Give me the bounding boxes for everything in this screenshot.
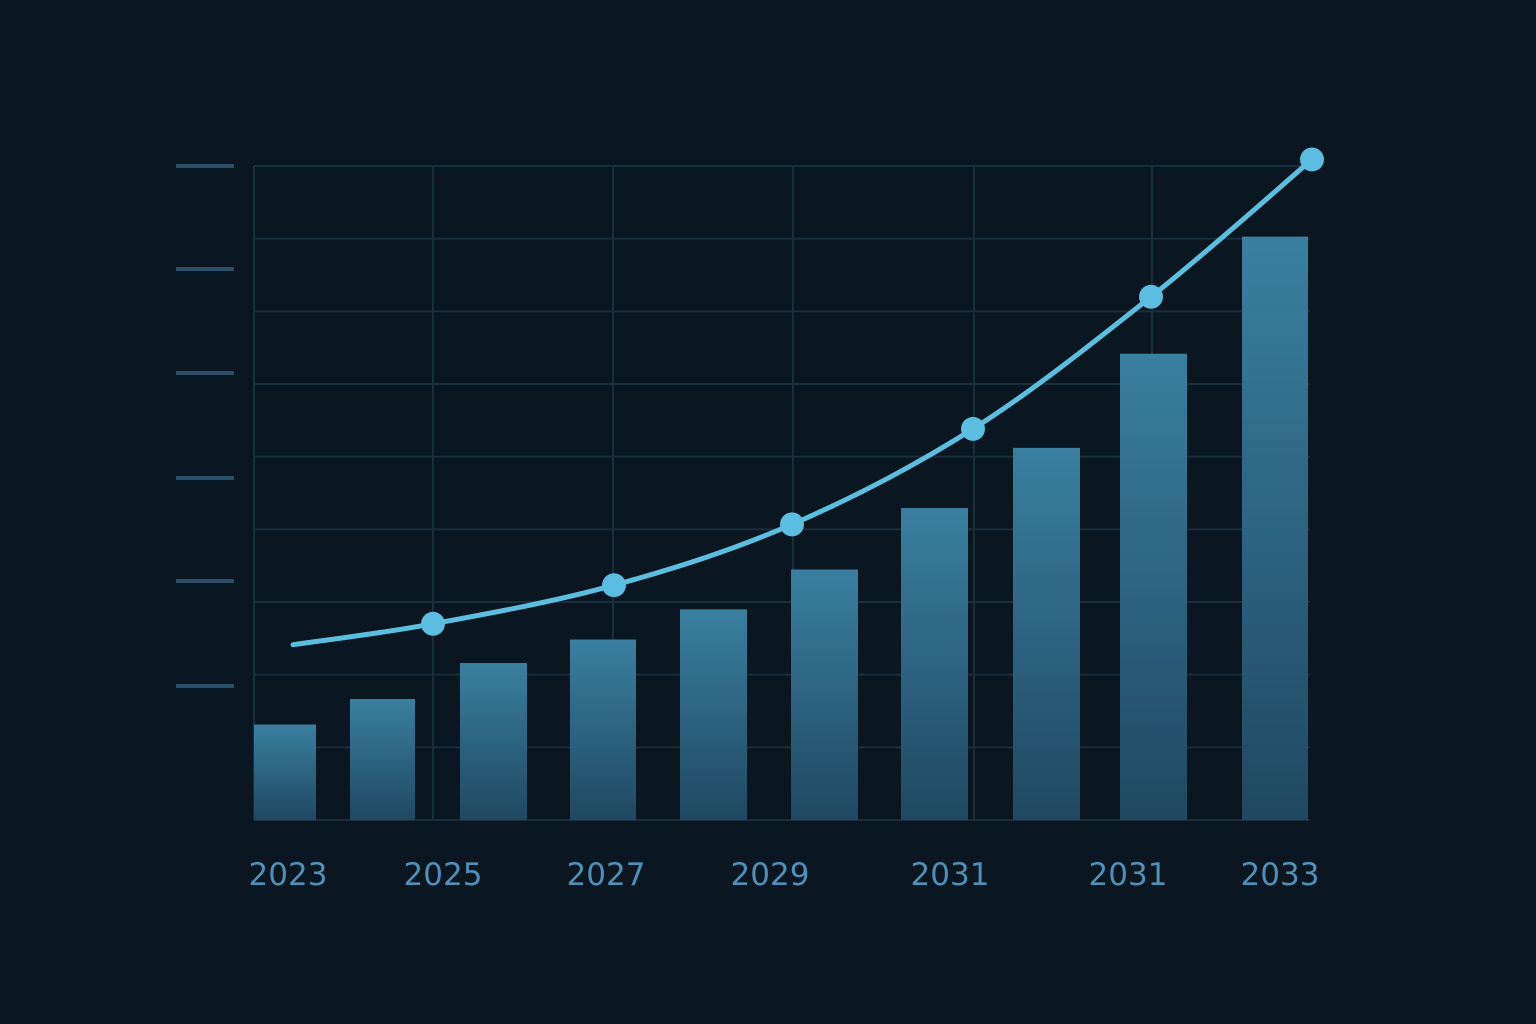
- line-point: [1139, 284, 1163, 309]
- x-tick-label: 2031: [911, 857, 990, 893]
- bar: [901, 508, 968, 820]
- bar: [254, 724, 316, 820]
- line-point: [1300, 147, 1324, 172]
- x-tick-label: 2023: [249, 857, 328, 893]
- bar: [1242, 236, 1308, 820]
- line-point: [780, 512, 804, 537]
- x-tick-label: 2025: [404, 857, 483, 893]
- bar: [570, 639, 636, 820]
- line-series: [290, 147, 1324, 648]
- line-point: [961, 416, 985, 441]
- x-tick-label: 2031: [1089, 857, 1168, 893]
- bar: [350, 699, 415, 820]
- x-axis-labels: 2023 2025 2027 2029 2031 2031 2033: [249, 857, 1320, 893]
- bar: [680, 609, 747, 820]
- bar: [460, 663, 527, 820]
- line-point: [421, 611, 445, 636]
- bar: [1013, 447, 1080, 820]
- bar: [791, 569, 858, 820]
- bar: [1120, 353, 1187, 820]
- x-tick-label: 2027: [567, 857, 646, 893]
- bars: [254, 236, 1308, 820]
- x-tick-label: 2029: [731, 857, 810, 893]
- line-point: [602, 573, 626, 598]
- y-axis-ticks: [176, 164, 234, 688]
- x-tick-label: 2033: [1241, 857, 1320, 893]
